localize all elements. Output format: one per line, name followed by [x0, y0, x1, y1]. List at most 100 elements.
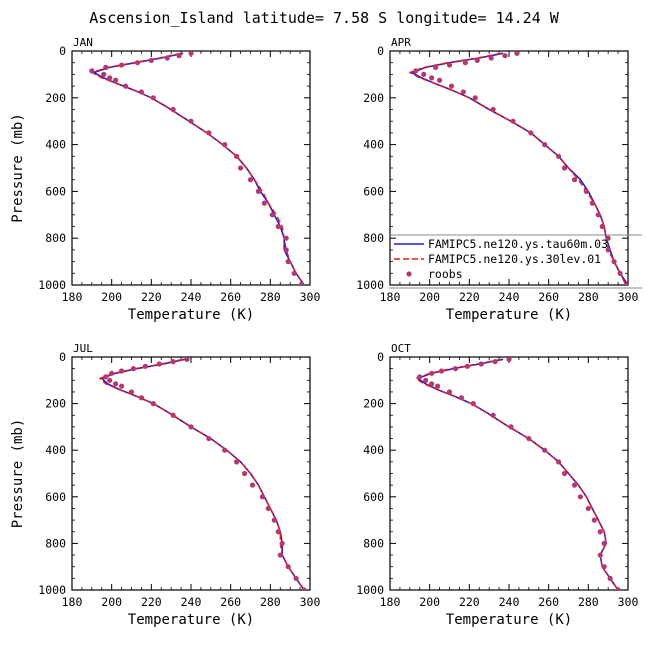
plot-area — [99, 357, 307, 590]
y-tick-label: 400 — [363, 138, 384, 152]
y-tick-label: 200 — [45, 397, 66, 411]
obs-point — [435, 383, 441, 389]
y-tick-label: 800 — [363, 231, 384, 245]
obs-point — [561, 165, 568, 171]
obs-point — [605, 235, 611, 241]
y-tick-label: 200 — [363, 397, 384, 411]
obs-point — [283, 247, 289, 253]
x-tick-label: 300 — [300, 595, 321, 609]
series-roobs — [417, 357, 621, 590]
obs-point — [528, 130, 534, 136]
obs-point — [502, 53, 508, 59]
obs-point — [113, 381, 119, 387]
y-tick-label: 600 — [45, 490, 66, 504]
obs-point — [156, 361, 162, 367]
obs-point — [436, 77, 443, 83]
obs-point — [118, 383, 125, 389]
x-tick-label: 220 — [141, 290, 162, 304]
obs-point — [413, 68, 419, 74]
x-axis-label: Temperature (K) — [128, 307, 254, 323]
y-tick-label: 1000 — [38, 278, 66, 292]
x-tick-label: 280 — [260, 595, 281, 609]
obs-point — [234, 459, 240, 465]
x-axis-label: Temperature (K) — [446, 612, 572, 628]
obs-point — [249, 482, 256, 488]
obs-point — [429, 370, 435, 376]
panel-label: OCT — [391, 342, 411, 355]
obs-point — [452, 366, 459, 372]
obs-point — [222, 142, 228, 148]
x-tick-label: 260 — [220, 290, 241, 304]
x-tick-label: 200 — [101, 290, 122, 304]
panel-jul: 180 200 220 240 260 280 300 0 200 400 600 800 1000 JU… — [10, 342, 320, 628]
obs-point — [261, 200, 267, 206]
obs-point — [234, 153, 240, 159]
obs-point — [597, 552, 603, 558]
obs-point — [615, 587, 621, 590]
obs-point — [472, 95, 478, 101]
x-tick-label: 260 — [538, 595, 559, 609]
obs-point — [170, 359, 176, 365]
obs-point — [438, 368, 445, 374]
obs-point — [142, 363, 148, 369]
y-tick-label: 400 — [363, 443, 384, 457]
obs-point — [597, 529, 603, 535]
panel-apr: 180 200 220 240 260 280 300 0 200 400 600 800 1000 AP… — [356, 36, 642, 323]
obs-point — [188, 424, 194, 430]
obs-point — [299, 282, 305, 285]
obs-point — [113, 77, 119, 83]
y-tick-label: 800 — [45, 536, 66, 550]
obs-point — [417, 374, 423, 380]
obs-point — [285, 259, 291, 265]
obs-point — [555, 153, 562, 159]
obs-point — [464, 363, 470, 369]
obs-point — [134, 60, 141, 66]
obs-point — [460, 89, 466, 95]
x-axis-label: Temperature (K) — [446, 307, 572, 323]
obs-point — [118, 62, 125, 68]
y-tick-label: 600 — [363, 490, 384, 504]
obs-point — [283, 235, 289, 241]
y-tick-label: 600 — [363, 184, 384, 198]
obs-point — [128, 389, 135, 395]
obs-point — [150, 95, 156, 101]
obs-point — [561, 470, 568, 477]
y-tick-label: 0 — [59, 44, 66, 58]
y-tick-label: 1000 — [38, 583, 66, 597]
obs-point — [241, 470, 248, 477]
series-30lev-line — [91, 52, 305, 285]
y-tick-label: 1000 — [356, 278, 384, 292]
obs-point — [109, 370, 115, 376]
obs-point — [607, 575, 613, 581]
x-tick-label: 200 — [419, 290, 440, 304]
x-tick-label: 180 — [62, 595, 83, 609]
obs-point — [275, 529, 281, 535]
obs-point — [458, 395, 464, 401]
y-axis-label: Pressure (mb) — [10, 113, 26, 223]
panel-label: JUL — [73, 342, 93, 355]
y-tick-label: 400 — [45, 138, 66, 152]
obs-point — [138, 395, 145, 401]
obs-point — [492, 359, 498, 365]
obs-point — [188, 51, 194, 56]
obs-point — [599, 223, 605, 230]
obs-point — [508, 424, 514, 430]
y-tick-label: 200 — [363, 91, 384, 105]
obs-point — [542, 447, 548, 453]
x-tick-label: 180 — [380, 290, 401, 304]
obs-point — [583, 188, 589, 194]
legend-entry: FAMIPC5.ne120.ys.tau60m.03 — [428, 237, 608, 251]
x-tick-label: 200 — [101, 595, 122, 609]
y-tick-label: 400 — [45, 443, 66, 457]
obs-point — [265, 505, 271, 512]
plot-area — [89, 51, 305, 285]
obs-point — [421, 71, 427, 77]
series-roobs — [89, 51, 305, 285]
obs-point — [462, 60, 468, 66]
obs-point — [446, 389, 453, 395]
obs-point — [542, 142, 548, 148]
obs-point — [247, 177, 254, 183]
x-tick-label: 240 — [181, 595, 202, 609]
obs-point — [490, 106, 496, 113]
x-tick-label: 220 — [459, 290, 480, 304]
